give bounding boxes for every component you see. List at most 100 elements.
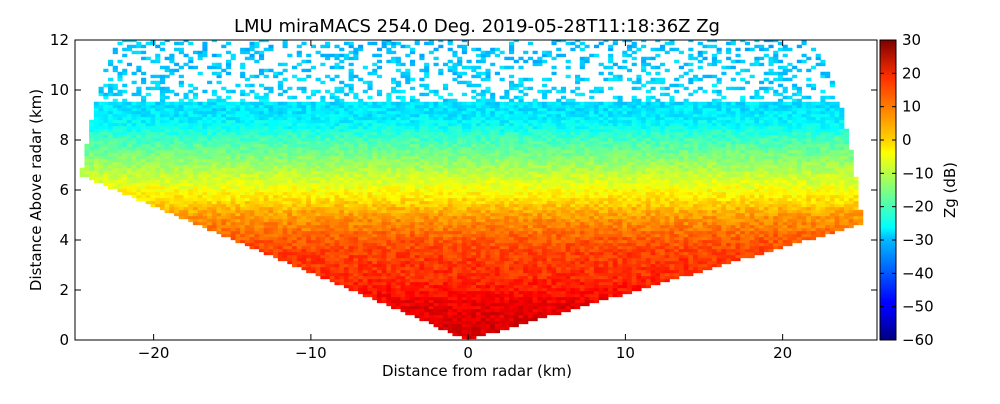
reflectivity-cell [631,245,637,250]
reflectivity-cell [424,251,430,256]
reflectivity-cell [523,221,529,226]
reflectivity-cell [513,212,519,217]
reflectivity-cell [376,248,383,253]
reflectivity-cell [735,212,741,217]
reflectivity-cell [320,272,326,277]
reflectivity-cell [527,290,534,295]
reflectivity-cell [244,218,250,223]
reflectivity-cell [612,182,618,187]
reflectivity-cell [617,218,623,223]
reflectivity-cell [386,260,392,265]
reflectivity-cell [244,239,250,244]
reflectivity-cell [405,185,411,190]
reflectivity-cell [192,185,199,190]
reflectivity-cell [678,197,684,202]
reflectivity-cell [391,215,397,220]
reflectivity-cell [169,188,175,193]
reflectivity-cell [631,266,637,271]
reflectivity-cell [527,179,534,184]
reflectivity-cell [471,197,477,202]
reflectivity-cell [579,179,585,184]
reflectivity-cell [287,230,293,235]
reflectivity-cell [424,275,430,280]
reflectivity-cell [509,197,515,202]
reflectivity-cell [447,260,453,265]
reflectivity-cell [433,191,439,196]
reflectivity-cell [386,191,392,196]
reflectivity-cell [386,230,392,235]
reflectivity-cell [749,206,755,211]
reflectivity-cell [277,212,283,217]
reflectivity-cell [461,269,467,274]
reflectivity-cell [339,212,345,217]
reflectivity-cell [839,194,845,199]
reflectivity-cell [306,230,312,235]
reflectivity-cell [589,179,595,184]
reflectivity-cell [754,215,760,220]
reflectivity-cell [711,257,717,262]
reflectivity-cell [551,263,557,268]
reflectivity-cell [235,191,241,196]
reflectivity-cell [405,272,411,277]
reflectivity-cell [589,239,595,244]
reflectivity-cell [376,260,383,265]
reflectivity-cell [476,188,482,193]
reflectivity-cell [626,197,633,202]
reflectivity-cell [820,218,826,223]
reflectivity-cell [334,218,340,223]
reflectivity-cell [301,215,307,220]
reflectivity-cell [249,227,255,232]
reflectivity-cell [721,218,727,223]
reflectivity-cell [145,191,151,196]
reflectivity-cell [329,197,335,202]
reflectivity-cell [551,284,557,289]
reflectivity-cell [461,302,467,307]
reflectivity-cell [688,266,694,271]
reflectivity-cell [622,212,628,217]
reflectivity-cell [466,266,472,271]
reflectivity-cell [575,239,581,244]
reflectivity-cell [641,260,647,265]
reflectivity-cell [263,209,269,214]
reflectivity-cell [405,275,411,280]
reflectivity-cell [848,182,854,187]
reflectivity-cell [405,197,411,202]
reflectivity-cell [697,194,703,199]
reflectivity-cell [537,287,543,292]
reflectivity-cell [490,290,496,295]
reflectivity-cell [763,203,769,208]
reflectivity-cell [329,272,335,277]
reflectivity-cell [433,296,439,301]
reflectivity-cell [726,191,732,196]
reflectivity-cell [320,191,326,196]
reflectivity-cell [560,221,567,226]
reflectivity-cell [542,296,548,301]
reflectivity-cell [230,206,236,211]
reflectivity-cell [419,257,425,262]
reflectivity-cell [636,182,642,187]
reflectivity-cell [509,284,515,289]
reflectivity-cell [471,266,477,271]
reflectivity-cell [806,215,812,220]
reflectivity-cell [537,227,543,232]
reflectivity-cell [471,308,477,313]
reflectivity-cell [306,212,312,217]
reflectivity-cell [438,179,444,184]
reflectivity-cell [697,224,703,229]
reflectivity-cell [641,212,647,217]
reflectivity-cell [409,293,416,298]
reflectivity-cell [428,188,434,193]
reflectivity-cell [782,233,788,238]
reflectivity-cell [735,182,741,187]
reflectivity-cell [343,260,350,265]
reflectivity-cell [447,233,453,238]
reflectivity-cell [518,230,524,235]
reflectivity-cell [452,320,458,325]
reflectivity-cell [754,185,760,190]
reflectivity-cell [513,191,519,196]
reflectivity-cell [202,218,208,223]
reflectivity-cell [796,230,802,235]
reflectivity-cell [711,215,717,220]
reflectivity-cell [202,203,208,208]
reflectivity-cell [409,197,416,202]
